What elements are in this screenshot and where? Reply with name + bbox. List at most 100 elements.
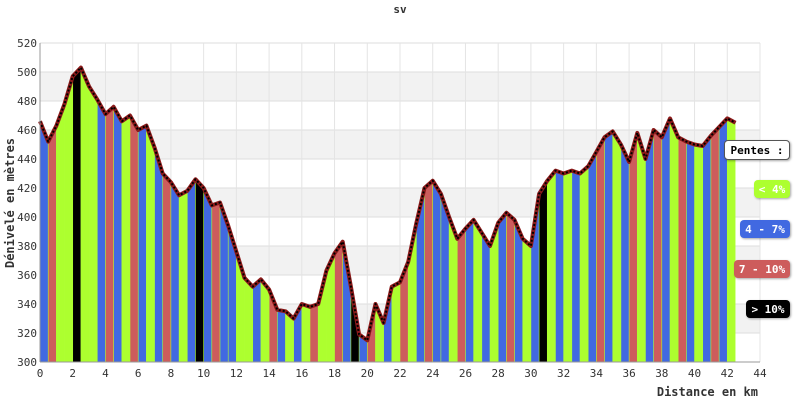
slope-segment bbox=[310, 304, 319, 362]
slope-segment bbox=[432, 180, 441, 362]
slope-segment bbox=[48, 125, 57, 363]
slope-segment bbox=[301, 304, 310, 362]
slope-segment bbox=[252, 279, 261, 362]
slope-segment bbox=[449, 217, 458, 362]
slope-segment bbox=[211, 202, 220, 362]
slope-segment bbox=[285, 311, 294, 362]
slope-segment bbox=[72, 67, 81, 363]
slope-segment bbox=[465, 219, 474, 362]
slope-segment bbox=[457, 228, 466, 362]
slope-segment bbox=[244, 277, 253, 362]
y-tick-label: 300 bbox=[17, 356, 37, 369]
slope-segment bbox=[702, 135, 711, 362]
y-tick-label: 340 bbox=[17, 298, 37, 311]
x-tick-label: 24 bbox=[426, 367, 440, 380]
slope-segment bbox=[555, 170, 564, 362]
x-tick-label: 22 bbox=[393, 367, 406, 380]
slope-bars bbox=[39, 67, 736, 363]
slope-segment bbox=[514, 219, 523, 362]
legend-slope-under-4: < 4% bbox=[754, 180, 790, 198]
x-tick-label: 40 bbox=[688, 367, 701, 380]
y-tick-label: 380 bbox=[17, 240, 37, 253]
x-tick-label: 20 bbox=[361, 367, 374, 380]
legend-slope-over-10: > 10% bbox=[746, 300, 790, 318]
slope-segment bbox=[138, 125, 147, 363]
slope-segment bbox=[645, 130, 654, 362]
x-tick-label: 36 bbox=[622, 367, 635, 380]
x-tick-label: 6 bbox=[135, 367, 142, 380]
slope-segment bbox=[620, 144, 630, 362]
axes bbox=[39, 43, 760, 363]
legend-slope-4-7: 4 - 7% bbox=[740, 220, 790, 238]
slope-segment bbox=[97, 99, 106, 363]
slope-segment bbox=[563, 170, 572, 362]
slope-segment bbox=[260, 279, 270, 362]
slope-segment bbox=[490, 222, 499, 362]
slope-segment bbox=[80, 67, 90, 363]
slope-segment bbox=[440, 193, 450, 362]
y-tick-label: 480 bbox=[17, 95, 37, 108]
x-tick-label: 2 bbox=[69, 367, 76, 380]
slope-segment bbox=[130, 115, 139, 362]
slope-segment bbox=[612, 131, 621, 362]
slope-segment bbox=[661, 118, 670, 363]
slope-segment bbox=[203, 188, 212, 362]
x-tick-label: 28 bbox=[492, 367, 505, 380]
slope-segment bbox=[653, 130, 662, 362]
slope-segment bbox=[187, 179, 196, 362]
x-tick-label: 44 bbox=[753, 367, 767, 380]
y-tick-labels: 300 320 340 360 380 400 420 440 460 480 500 520 bbox=[17, 37, 37, 369]
slope-segment bbox=[637, 132, 646, 362]
y-tick-label: 320 bbox=[17, 327, 37, 340]
slope-segment bbox=[710, 127, 720, 362]
y-axis-label: Dénivelé en mètres bbox=[3, 138, 17, 268]
slope-segment bbox=[228, 225, 237, 362]
slope-segment bbox=[539, 180, 548, 362]
slope-segment bbox=[678, 137, 687, 362]
y-tick-label: 360 bbox=[17, 269, 37, 282]
y-tick-label: 520 bbox=[17, 37, 37, 50]
elevation-profile bbox=[38, 65, 737, 343]
slope-segment bbox=[547, 170, 556, 362]
x-tick-label: 8 bbox=[168, 367, 175, 380]
slope-segment bbox=[236, 251, 245, 362]
slope-segment bbox=[105, 106, 114, 362]
x-tick-label: 0 bbox=[37, 367, 44, 380]
y-tick-label: 400 bbox=[17, 211, 37, 224]
slope-segment bbox=[727, 118, 736, 363]
x-tick-label: 34 bbox=[590, 367, 604, 380]
x-tick-label: 10 bbox=[197, 367, 210, 380]
slope-segment bbox=[56, 103, 65, 363]
slope-segment bbox=[64, 76, 73, 362]
profile-line-inner bbox=[39, 66, 736, 342]
x-tick-label: 16 bbox=[295, 367, 308, 380]
slope-segment bbox=[334, 241, 343, 362]
x-tick-label: 18 bbox=[328, 367, 341, 380]
legend-slope-7-10: 7 - 10% bbox=[734, 260, 790, 278]
slope-segment bbox=[383, 286, 392, 362]
y-tick-label: 420 bbox=[17, 182, 37, 195]
slope-segment bbox=[506, 212, 515, 362]
x-tick-label: 32 bbox=[557, 367, 570, 380]
slope-segment bbox=[195, 179, 204, 362]
x-tick-label: 12 bbox=[230, 367, 243, 380]
slope-segment bbox=[170, 182, 180, 362]
slope-segment bbox=[481, 232, 490, 362]
legend-title: Pentes : bbox=[724, 140, 790, 160]
slope-segment bbox=[359, 334, 368, 362]
slope-segment bbox=[604, 131, 613, 362]
slope-segment bbox=[571, 170, 580, 362]
slope-segment bbox=[162, 173, 171, 362]
y-tick-label: 460 bbox=[17, 124, 37, 137]
x-tick-label: 38 bbox=[655, 367, 668, 380]
slope-segment bbox=[277, 309, 286, 362]
slope-segment bbox=[391, 282, 400, 362]
slope-segment bbox=[318, 270, 327, 362]
x-tick-label: 42 bbox=[721, 367, 734, 380]
slope-segment bbox=[154, 147, 163, 362]
slope-segment bbox=[179, 190, 188, 362]
slope-segment bbox=[326, 253, 335, 362]
y-tick-label: 440 bbox=[17, 153, 37, 166]
slope-segment bbox=[670, 118, 679, 363]
